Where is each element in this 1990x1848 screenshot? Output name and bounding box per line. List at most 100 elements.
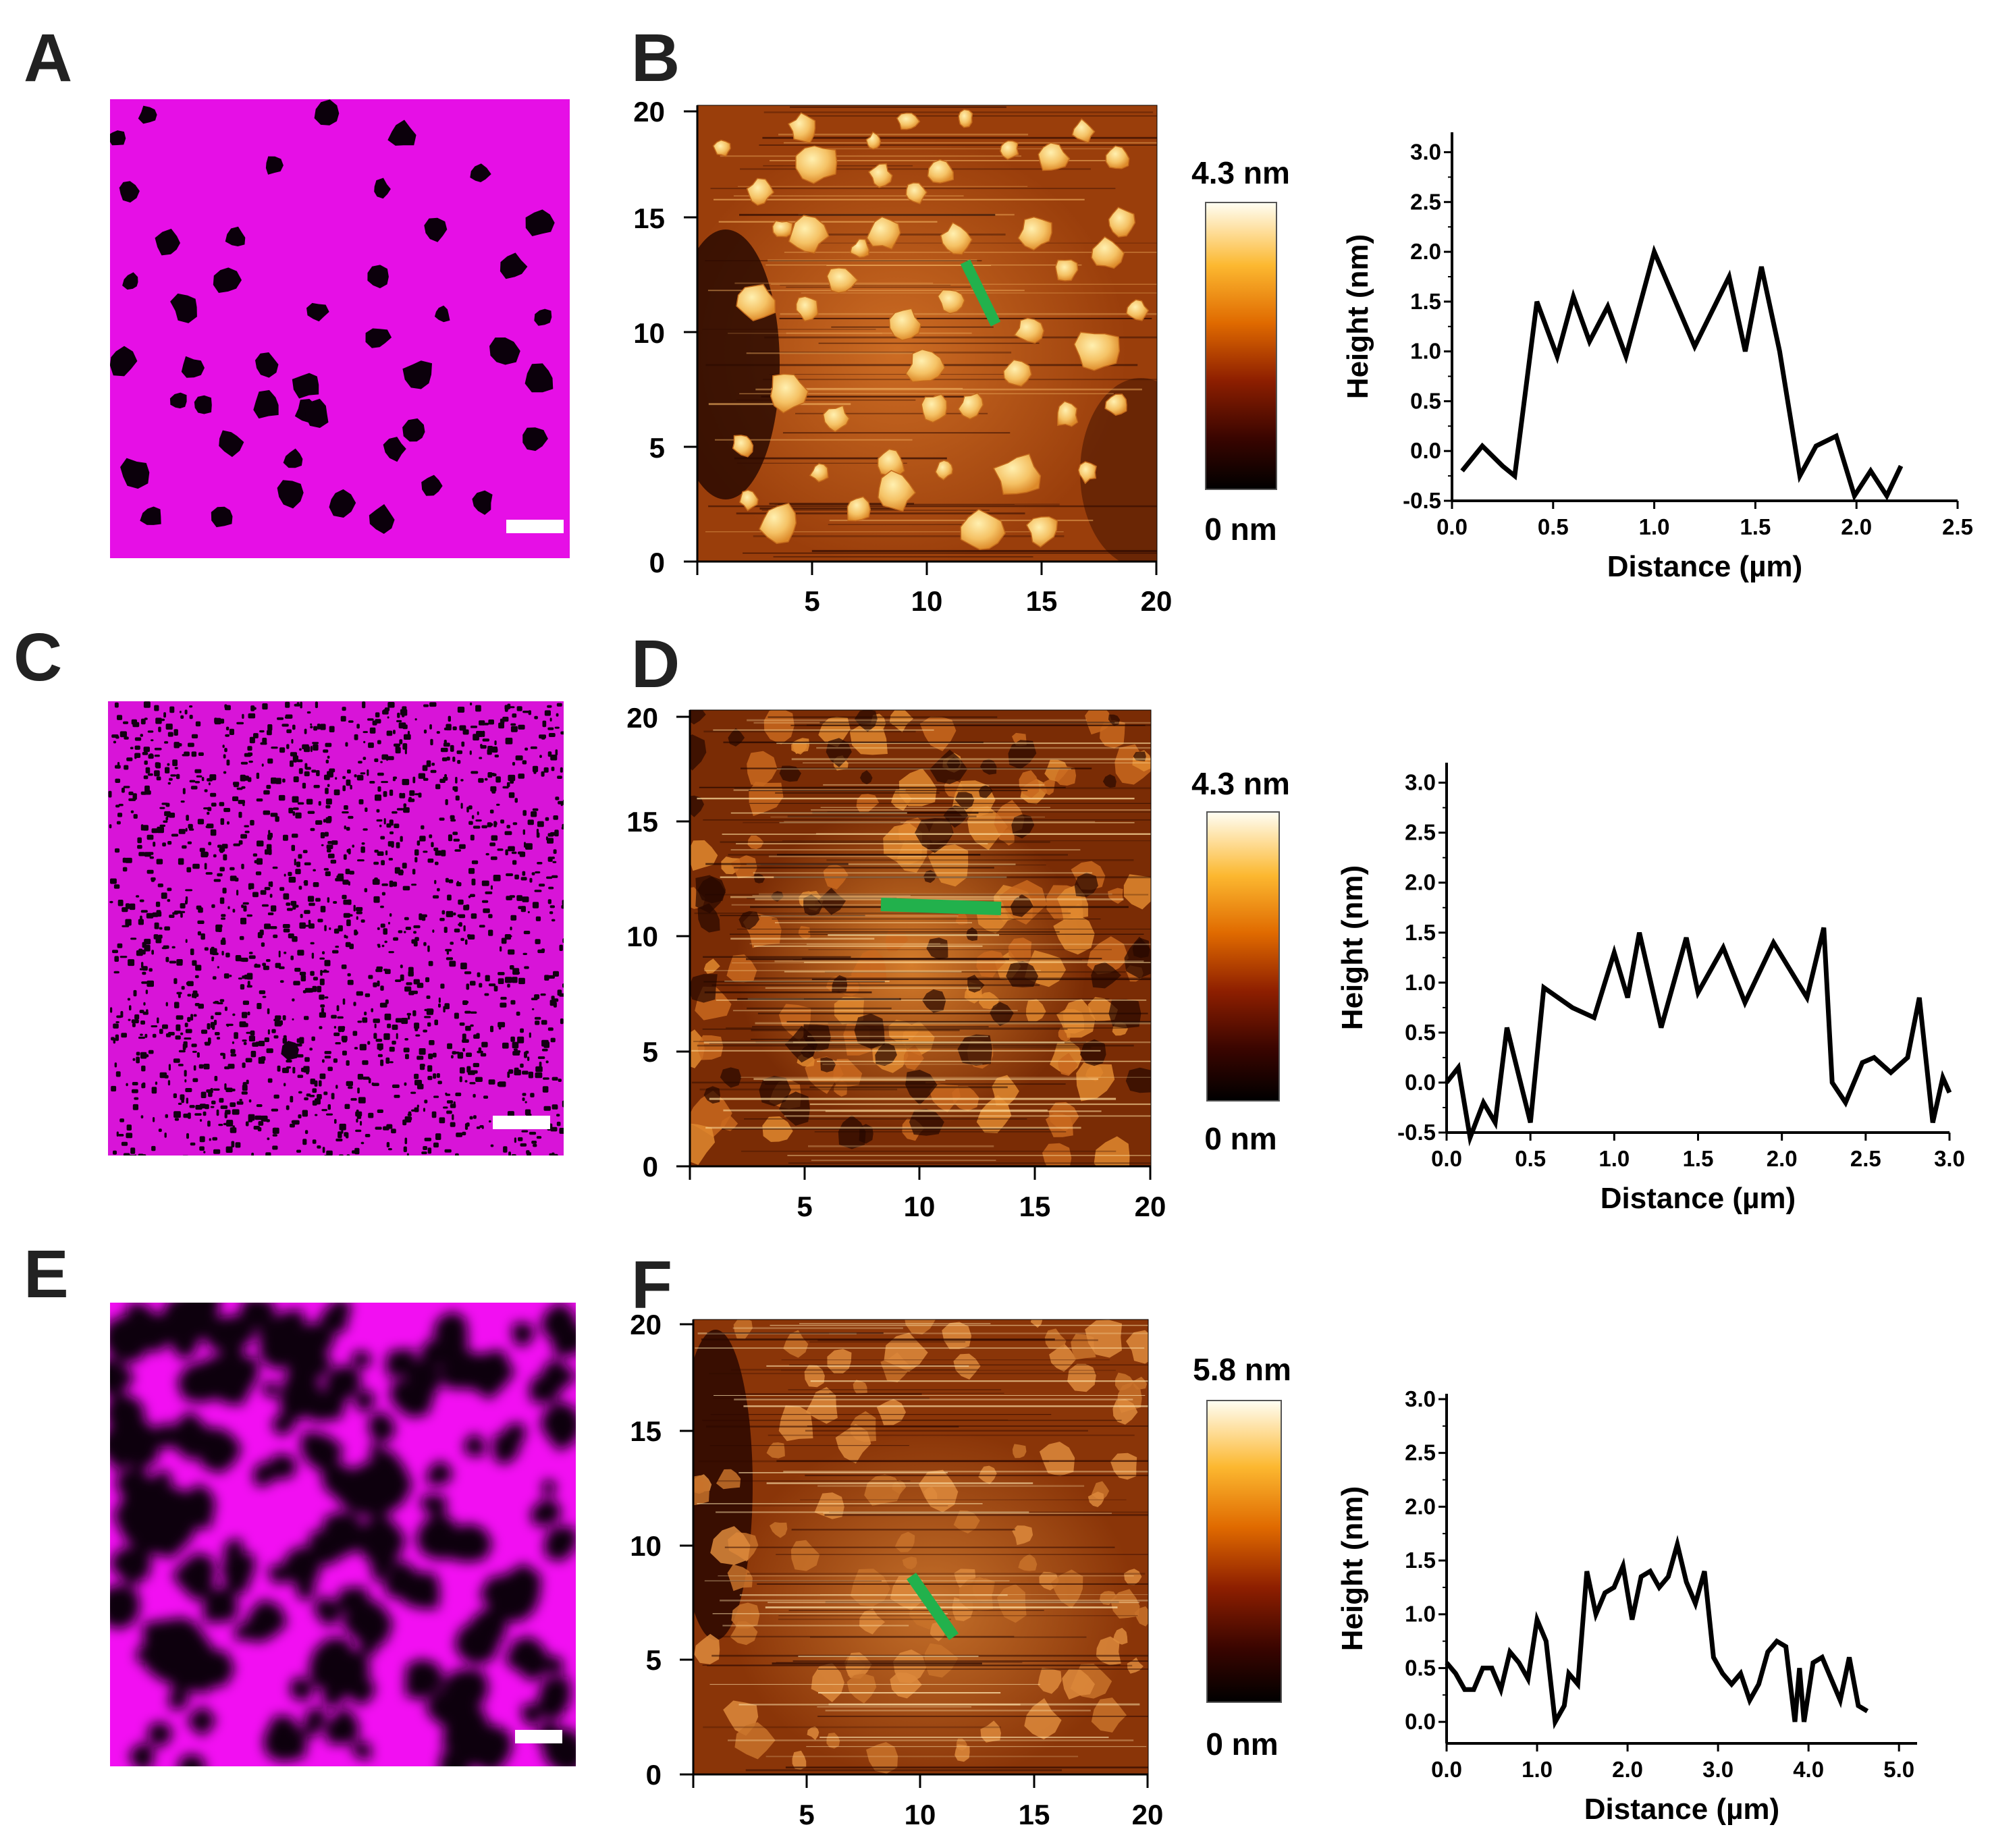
afm-patch bbox=[1133, 1376, 1147, 1390]
speckle bbox=[434, 1019, 438, 1025]
speckle bbox=[296, 861, 300, 867]
speckle bbox=[167, 899, 171, 902]
domain-blob bbox=[317, 1601, 342, 1627]
afm-patch bbox=[953, 1510, 980, 1533]
speckle bbox=[230, 867, 235, 871]
speckle bbox=[215, 925, 221, 932]
afm-patch bbox=[1112, 1627, 1128, 1645]
domain-blob bbox=[439, 1347, 482, 1390]
speckle bbox=[379, 824, 382, 827]
speckle bbox=[424, 1099, 428, 1104]
domain-blob bbox=[289, 1675, 313, 1701]
speckle bbox=[204, 863, 207, 870]
scan-line bbox=[741, 1150, 1117, 1152]
speckle bbox=[427, 1022, 431, 1027]
speckle bbox=[115, 848, 120, 853]
speckle bbox=[248, 955, 256, 959]
speckle bbox=[392, 1084, 400, 1088]
speckle bbox=[114, 702, 119, 708]
domain-spots-a bbox=[110, 99, 555, 534]
speckle bbox=[348, 881, 350, 886]
afm-patch bbox=[835, 1423, 871, 1464]
scan-line bbox=[824, 1514, 1148, 1517]
domain-spot bbox=[110, 346, 138, 377]
scan-line bbox=[718, 221, 938, 223]
speckle bbox=[223, 854, 227, 861]
speckle bbox=[245, 1058, 252, 1062]
speckle bbox=[533, 767, 537, 774]
speckle bbox=[462, 1131, 466, 1136]
domain-blob bbox=[308, 1637, 367, 1692]
domain-blob bbox=[504, 1650, 529, 1671]
speckle bbox=[392, 811, 398, 814]
speckle bbox=[262, 962, 266, 967]
speckle bbox=[377, 980, 380, 987]
speckle bbox=[259, 730, 265, 733]
speckle bbox=[321, 1109, 327, 1112]
speckle bbox=[479, 720, 485, 726]
speckle bbox=[113, 740, 117, 744]
speckle bbox=[327, 853, 335, 859]
line-profile-marker-b bbox=[960, 259, 1001, 327]
speckle bbox=[166, 813, 169, 818]
speckle bbox=[488, 1120, 491, 1123]
speckle bbox=[178, 829, 186, 834]
scan-line bbox=[730, 849, 1081, 851]
speckle bbox=[231, 1141, 235, 1147]
afm-patch bbox=[1096, 1636, 1121, 1666]
speckle bbox=[149, 968, 153, 972]
speckle bbox=[541, 1048, 548, 1052]
speckle bbox=[221, 937, 225, 942]
domain-blob bbox=[300, 1432, 344, 1471]
scan-line bbox=[790, 724, 1146, 726]
scan-line bbox=[765, 1756, 1079, 1758]
speckle bbox=[323, 868, 329, 871]
speckle bbox=[506, 782, 510, 788]
speckle bbox=[444, 1149, 452, 1153]
domain-spot bbox=[402, 418, 425, 442]
domain-blob bbox=[110, 1546, 152, 1581]
speckle bbox=[551, 919, 556, 922]
domain-blob bbox=[143, 1617, 213, 1683]
speckle bbox=[232, 1041, 235, 1044]
speckle bbox=[200, 1091, 207, 1098]
speckle bbox=[244, 825, 249, 827]
speckle bbox=[236, 1101, 244, 1105]
speckle bbox=[403, 1048, 410, 1053]
scan-line bbox=[822, 1063, 983, 1065]
speckle bbox=[241, 1091, 248, 1095]
speckle bbox=[229, 975, 232, 977]
speckle bbox=[115, 805, 120, 808]
domain-blob bbox=[547, 1655, 564, 1675]
speckle bbox=[197, 819, 205, 825]
speckle bbox=[362, 731, 368, 734]
speckle bbox=[357, 1021, 362, 1023]
speckle bbox=[457, 1052, 464, 1059]
scan-line bbox=[784, 142, 1157, 144]
height-profile-chart-f: 3.02.52.01.51.00.50.00.0 1.0 2.0 3.0 4.0 5.0D… bbox=[1336, 1386, 1917, 1826]
speckle bbox=[239, 1099, 242, 1102]
scan-line bbox=[770, 816, 1045, 818]
speckle bbox=[204, 947, 209, 951]
scan-line bbox=[811, 1160, 996, 1162]
speckle bbox=[481, 900, 489, 903]
speckle bbox=[214, 1076, 218, 1081]
speckle bbox=[470, 771, 479, 774]
speckle bbox=[233, 843, 240, 846]
domain-spot bbox=[387, 119, 416, 146]
domain-blob bbox=[146, 1721, 173, 1748]
scan-line bbox=[818, 1692, 1001, 1694]
speckle bbox=[154, 747, 162, 751]
speckle bbox=[374, 758, 379, 763]
domain-blob bbox=[177, 1754, 207, 1766]
speckle bbox=[512, 977, 518, 983]
speckle bbox=[356, 991, 363, 996]
afm-island bbox=[809, 463, 829, 483]
afm-island bbox=[867, 163, 893, 188]
speckle bbox=[492, 746, 498, 753]
speckle bbox=[520, 1028, 524, 1033]
speckle bbox=[445, 1093, 451, 1096]
afm-patch bbox=[693, 1475, 710, 1506]
afm-patch bbox=[888, 1019, 919, 1044]
speckle bbox=[189, 780, 196, 783]
